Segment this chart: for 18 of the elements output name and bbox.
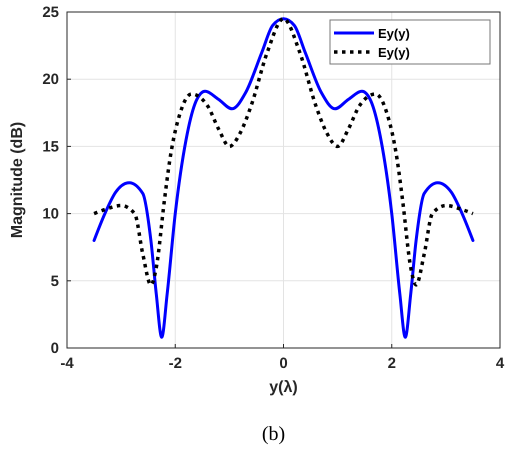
x-tick-label: -2	[168, 355, 182, 372]
y-tick-label: 25	[42, 4, 59, 21]
x-tick-label: 0	[279, 355, 288, 372]
y-tick-label: 20	[42, 71, 59, 88]
x-tick-label: -4	[60, 355, 74, 372]
y-tick-label: 10	[42, 206, 59, 223]
y-axis-title: Magnitude (dB)	[9, 122, 26, 238]
y-tick-label: 0	[50, 340, 59, 357]
y-tick-label: 15	[42, 138, 59, 156]
line-series	[92, 17, 474, 339]
x-axis-title: y(λ)	[269, 379, 298, 396]
line-series	[92, 16, 475, 287]
x-tick-label: 4	[496, 355, 505, 372]
legend-label: Ey(y)	[378, 26, 410, 41]
x-tick-label: 2	[388, 355, 396, 372]
legend-label: Ey(y)	[378, 45, 410, 60]
text: (b)	[262, 423, 286, 445]
y-tick-label: 5	[50, 272, 59, 290]
